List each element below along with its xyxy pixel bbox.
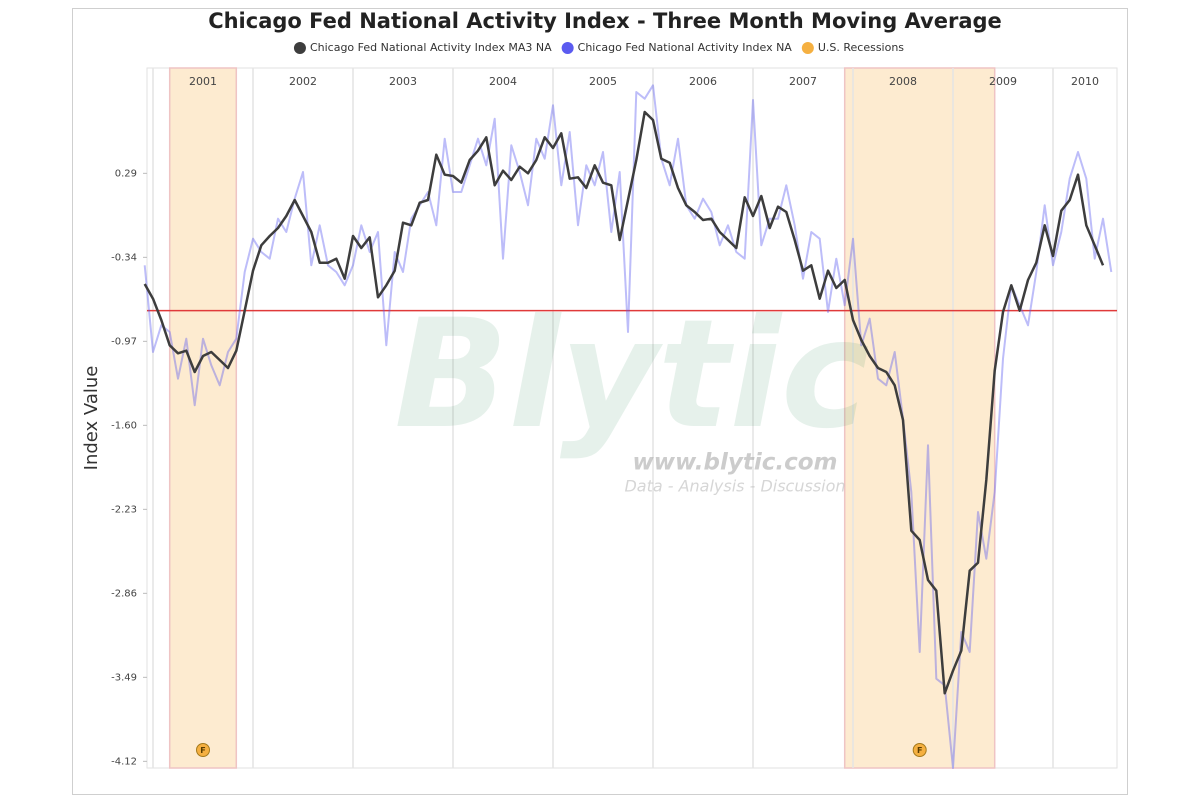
series-line: [143, 84, 1113, 769]
y-tick-label: -2.23: [111, 504, 137, 515]
x-tick-label: 2005: [589, 75, 617, 88]
y-tick-label: 0.29: [115, 168, 137, 179]
legend-label: Chicago Fed National Activity Index MA3 …: [310, 41, 552, 54]
chart-title: Chicago Fed National Activity Index - Th…: [208, 9, 1002, 33]
series-line: [143, 110, 1105, 695]
legend: Chicago Fed National Activity Index MA3 …: [293, 41, 904, 54]
x-tick-label: 2010: [1071, 75, 1099, 88]
y-tick-label: -2.86: [111, 588, 137, 599]
legend-label: Chicago Fed National Activity Index NA: [578, 41, 793, 54]
x-tick-label: 2006: [689, 75, 717, 88]
y-tick-label: -0.34: [111, 252, 137, 263]
recession-flag: [196, 743, 210, 757]
x-tick-label: 2001: [189, 75, 217, 88]
x-tick-label: 2008: [889, 75, 917, 88]
y-tick-label: -3.49: [111, 672, 137, 683]
legend-swatch: [561, 42, 574, 54]
y-tick-label: -0.97: [111, 336, 137, 347]
x-tick-label: 2004: [489, 75, 517, 88]
recession-band: [843, 67, 996, 769]
recession-flag: [912, 743, 927, 757]
y-tick-label: -4.12: [111, 756, 137, 767]
x-tick-label: 2002: [289, 75, 317, 88]
watermark-brand: Blytic: [394, 288, 870, 462]
recession-band: [168, 67, 238, 769]
x-tick-label: 2003: [389, 75, 417, 88]
watermark-url: www.blytic.com: [632, 450, 837, 476]
y-tick-label: -1.60: [111, 420, 137, 431]
y-axis-title: Index Value: [81, 366, 102, 471]
legend-swatch: [801, 42, 814, 54]
x-tick-label: 2009: [989, 75, 1017, 88]
x-tick-label: 2007: [789, 75, 817, 88]
recession-flag-label: F: [917, 746, 922, 755]
recession-flag-label: F: [200, 746, 205, 755]
legend-label: U.S. Recessions: [818, 41, 904, 54]
watermark-tagline: Data - Analysis - Discussion: [624, 477, 845, 496]
legend-swatch: [293, 42, 306, 54]
